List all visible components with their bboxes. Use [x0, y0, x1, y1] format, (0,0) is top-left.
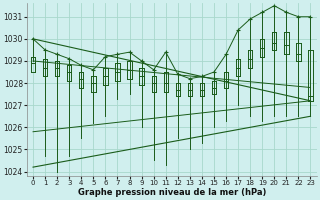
X-axis label: Graphe pression niveau de la mer (hPa): Graphe pression niveau de la mer (hPa)	[77, 188, 266, 197]
